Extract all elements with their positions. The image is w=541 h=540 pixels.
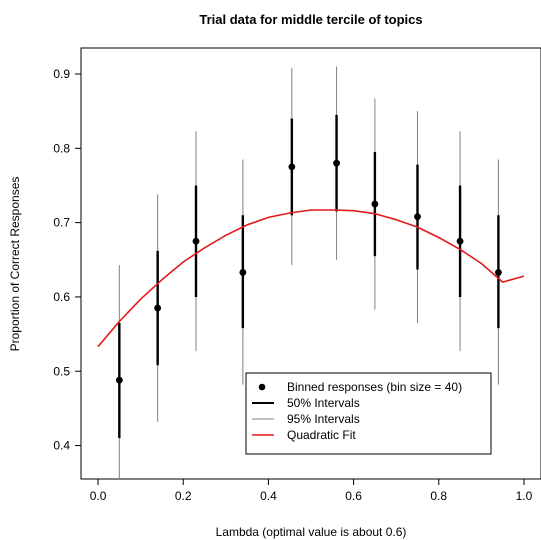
- data-point: [115, 376, 123, 384]
- x-axis: 0.0 0.2 0.4 0.6 0.8 1.0: [90, 479, 533, 503]
- legend-box: [245, 372, 492, 455]
- legend-label-50: 50% Intervals: [287, 396, 360, 410]
- data-point: [192, 237, 200, 245]
- plot-frame: [80, 47, 541, 480]
- legend-label-95: 95% Intervals: [287, 412, 360, 426]
- x-tick-label: 0.6: [345, 489, 362, 503]
- fit-line: [97, 209, 525, 348]
- y-tick-label: 0.6: [53, 290, 70, 304]
- data-point: [154, 304, 162, 312]
- series-binned-responses: [115, 159, 502, 384]
- legend-entry-50: 50% Intervals: [252, 396, 360, 410]
- legend-label-points: Binned responses (bin size = 40): [287, 380, 462, 394]
- legend: Binned responses (bin size = 40) 50% Int…: [245, 372, 492, 455]
- y-tick-label: 0.4: [53, 439, 70, 453]
- legend-entry-95: 95% Intervals: [252, 412, 360, 426]
- series-quadratic-fit: [97, 209, 525, 348]
- data-point: [333, 159, 340, 167]
- legend-entry-points: Binned responses (bin size = 40): [258, 380, 462, 394]
- y-axis: 0.4 0.5 0.6 0.7 0.8 0.9: [53, 67, 81, 453]
- x-tick-label: 0.0: [90, 489, 107, 503]
- chart-title: Trial data for middle tercile of topics: [199, 12, 422, 27]
- data-point: [288, 163, 296, 171]
- legend-entry-fit: Quadratic Fit: [252, 428, 356, 442]
- data-point: [371, 200, 379, 208]
- x-axis-label: Lambda (optimal value is about 0.6): [216, 525, 407, 539]
- y-tick-label: 0.7: [53, 216, 70, 230]
- y-axis-label: Proportion of Correct Responses: [8, 177, 22, 352]
- data-point: [456, 237, 464, 245]
- data-point: [239, 269, 247, 276]
- x-tick-label: 0.2: [175, 489, 192, 503]
- legend-point-marker: [258, 383, 266, 391]
- y-tick-label: 0.5: [53, 364, 70, 378]
- data-point: [414, 213, 421, 221]
- data-point: [495, 269, 502, 276]
- y-tick-label: 0.9: [53, 67, 70, 81]
- x-tick-label: 1.0: [516, 489, 533, 503]
- legend-label-fit: Quadratic Fit: [287, 428, 356, 442]
- x-tick-label: 0.8: [430, 489, 447, 503]
- y-tick-label: 0.8: [53, 141, 70, 155]
- x-tick-label: 0.4: [260, 489, 277, 503]
